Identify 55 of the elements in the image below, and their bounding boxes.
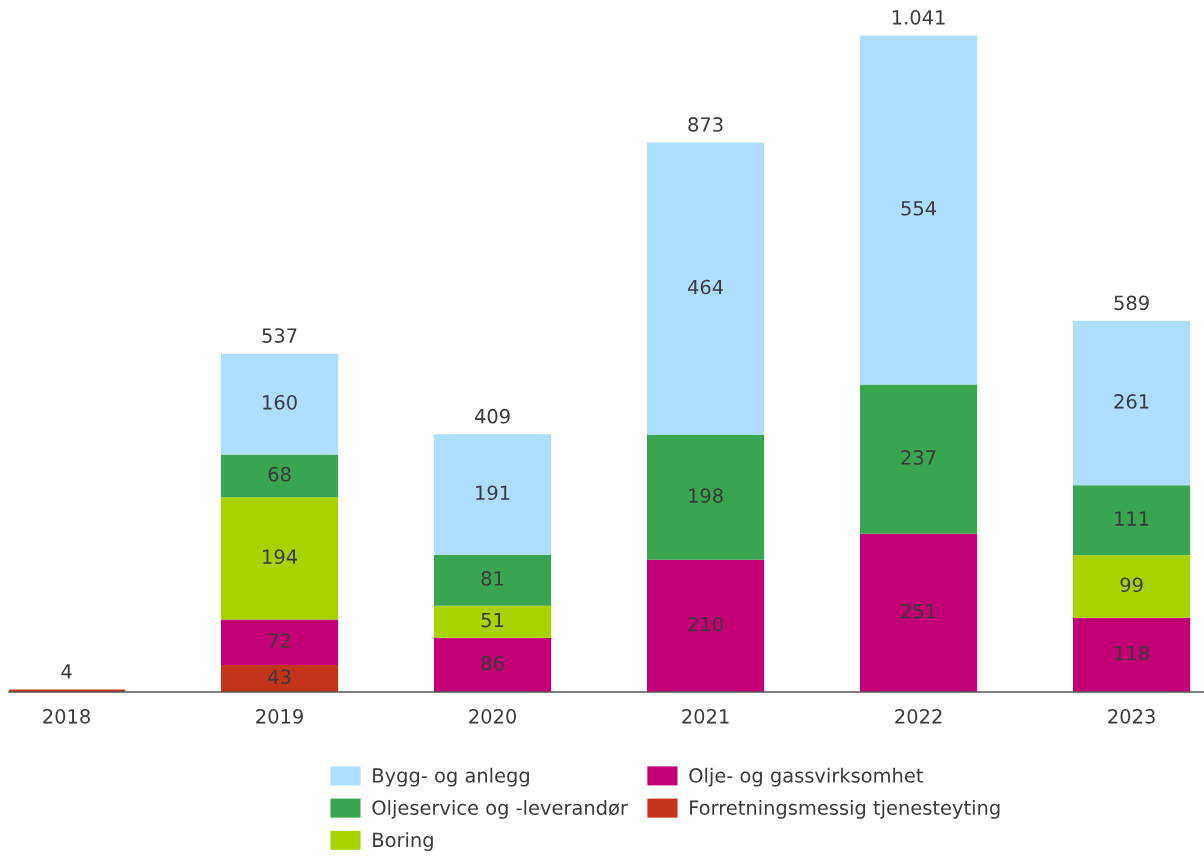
legend-label: Olje- og gassvirksomhet <box>689 767 923 787</box>
data-label: 86 <box>481 655 504 671</box>
data-label: 464 <box>687 279 724 295</box>
bar <box>220 353 339 455</box>
x-tick-label: 2019 <box>256 709 303 724</box>
bar <box>433 554 552 606</box>
bar <box>220 454 339 498</box>
bar <box>859 533 978 692</box>
data-label: 554 <box>901 201 937 216</box>
data-label: 72 <box>268 633 290 648</box>
data-label: 81 <box>481 571 504 586</box>
x-tick-label: 2022 <box>895 709 942 724</box>
bar <box>1073 555 1191 618</box>
data-label: 111 <box>1115 511 1149 526</box>
bar <box>433 605 552 638</box>
data-label: 198 <box>689 488 723 503</box>
total-label: 537 <box>262 328 297 343</box>
x-tick-label: 2020 <box>469 709 517 724</box>
x-tick-label: 2021 <box>682 709 729 724</box>
bar <box>1073 320 1191 486</box>
bar <box>859 35 978 385</box>
bar <box>859 384 978 534</box>
total-label: 4 <box>61 664 72 679</box>
data-label: 191 <box>476 485 510 501</box>
data-label: 237 <box>901 450 936 465</box>
legend-label: Forretningsmessig tjenesteyting <box>690 799 1000 819</box>
bar <box>646 434 765 560</box>
legend-label: Boring <box>373 832 433 851</box>
bar <box>1073 485 1191 556</box>
bar <box>433 637 552 692</box>
data-label: 51 <box>481 612 504 628</box>
data-label: 251 <box>901 603 936 619</box>
bar <box>646 142 765 435</box>
data-label: 43 <box>268 669 291 685</box>
bar <box>646 559 765 692</box>
legend-label: Bygg- og anlegg <box>373 767 529 787</box>
x-tick-label: 2023 <box>1108 709 1155 724</box>
legend-label: Oljeservice og -leverandør <box>372 799 628 819</box>
bar <box>433 434 552 555</box>
total-label: 873 <box>688 117 723 132</box>
bar <box>220 497 339 620</box>
bar <box>220 664 339 692</box>
data-label: 118 <box>1115 645 1149 661</box>
total-label: 589 <box>1114 295 1149 311</box>
bar <box>1073 617 1191 692</box>
data-label: 160 <box>263 394 297 410</box>
total-label: 1.041 <box>892 10 945 25</box>
data-label: 194 <box>263 549 298 565</box>
data-label: 261 <box>1114 394 1149 409</box>
data-label: 68 <box>268 466 291 482</box>
x-tick-label: 2018 <box>43 709 90 724</box>
data-label: 210 <box>688 616 723 632</box>
total-label: 409 <box>474 408 510 424</box>
data-label: 99 <box>1120 577 1143 593</box>
bar <box>220 619 339 665</box>
